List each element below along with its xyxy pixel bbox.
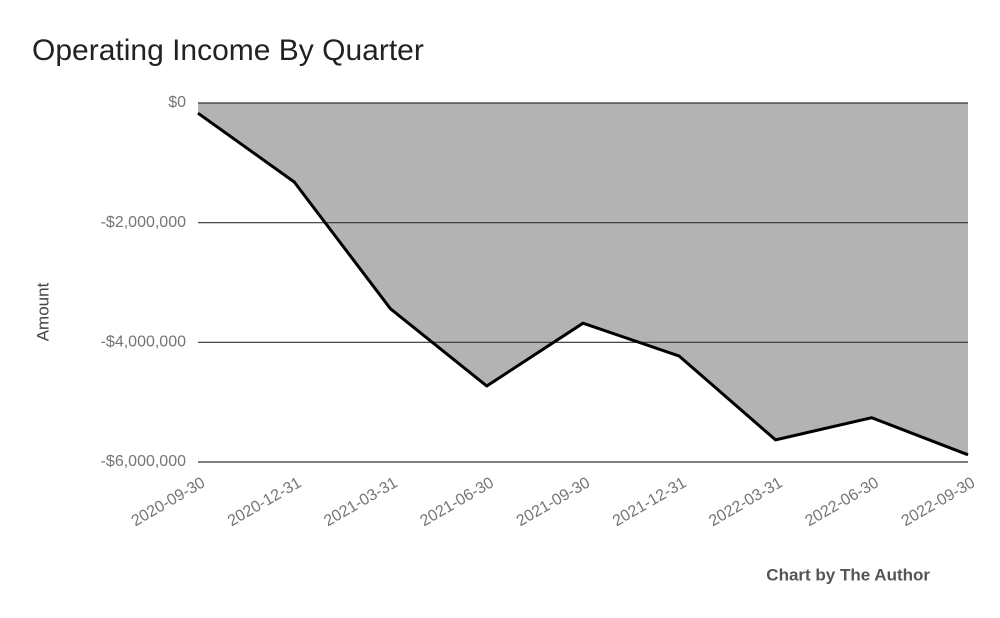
x-tick-label: 2021-06-30 <box>417 474 496 530</box>
chart-title: Operating Income By Quarter <box>32 34 424 67</box>
x-tick-label: 2022-09-30 <box>899 474 978 530</box>
y-tick-label: -$6,000,000 <box>101 453 187 470</box>
x-tick-label: 2021-09-30 <box>514 474 593 530</box>
x-tick-label: 2021-03-31 <box>321 474 400 530</box>
area <box>198 103 968 455</box>
x-tick-label: 2020-09-30 <box>129 474 208 530</box>
x-tick-label: 2021-12-31 <box>610 474 689 530</box>
x-tick-label: 2020-12-31 <box>225 474 304 530</box>
y-tick-label: -$2,000,000 <box>101 214 187 231</box>
y-tick-label: $0 <box>168 94 186 111</box>
line <box>197 111 969 457</box>
x-tick-label: 2022-03-31 <box>706 474 785 530</box>
y-axis-label: Amount <box>33 282 52 341</box>
footer: Chart by The Author <box>766 565 930 584</box>
x-tick-label: 2022-06-30 <box>802 474 881 530</box>
y-tick-label: -$4,000,000 <box>101 334 187 351</box>
